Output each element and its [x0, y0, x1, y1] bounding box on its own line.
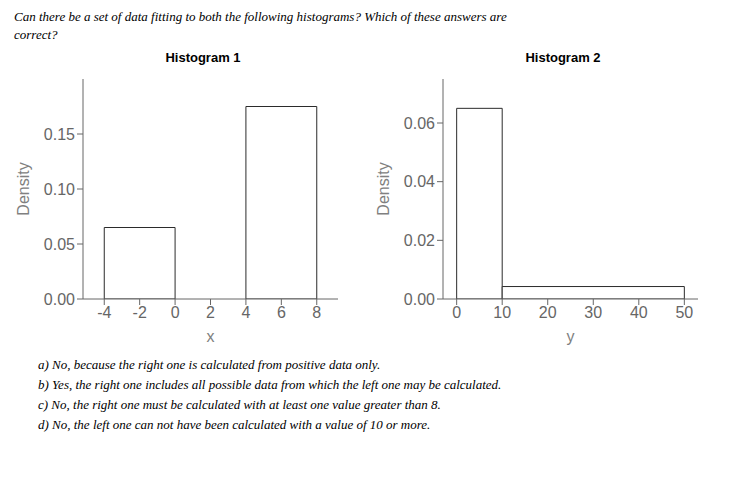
html-text:Can there be a set of data fit: Can there be a set of data fitting to bo…: [14, 9, 507, 24]
svg-text:0.02: 0.02: [404, 232, 435, 249]
svg-text:0.15: 0.15: [44, 126, 75, 143]
html-text:correct?: correct?: [14, 27, 58, 42]
svg-text:6: 6: [277, 304, 286, 321]
svg-text:0.00: 0.00: [44, 291, 75, 308]
html-text:Histogram 2: Histogram 2: [525, 50, 601, 65]
svg-text:Density: Density: [375, 162, 392, 215]
svg-text:-2: -2: [133, 304, 147, 321]
svg-text:40: 40: [630, 304, 648, 321]
svg-text:8: 8: [312, 304, 321, 321]
svg-text:0.06: 0.06: [404, 115, 435, 132]
html-text:d) No, the left one can not ha: d) No, the left one can not have been ca…: [38, 417, 431, 432]
html-text:b) Yes, the right one includes: b) Yes, the right one includes all possi…: [38, 377, 502, 392]
html-text:Histogram 1: Histogram 1: [165, 50, 241, 65]
svg-text:x: x: [207, 328, 215, 345]
svg-text:0.10: 0.10: [44, 181, 75, 198]
svg-text:0.00: 0.00: [404, 291, 435, 308]
svg-text:20: 20: [539, 304, 557, 321]
svg-text:-4: -4: [97, 304, 111, 321]
svg-text:0.04: 0.04: [404, 173, 435, 190]
svg-text:0: 0: [171, 304, 180, 321]
svg-text:2: 2: [206, 304, 215, 321]
svg-text:4: 4: [241, 304, 250, 321]
html-text:c) No, the right one must be c: c) No, the right one must be calculated …: [38, 397, 441, 412]
svg-text:Density: Density: [15, 162, 32, 215]
svg-text:50: 50: [675, 304, 693, 321]
svg-text:30: 30: [584, 304, 602, 321]
html-text:a) No, because the right one i: a) No, because the right one is calculat…: [38, 357, 381, 372]
svg-text:y: y: [567, 328, 575, 345]
svg-text:0.05: 0.05: [44, 236, 75, 253]
svg-text:10: 10: [493, 304, 511, 321]
svg-text:0: 0: [452, 304, 461, 321]
